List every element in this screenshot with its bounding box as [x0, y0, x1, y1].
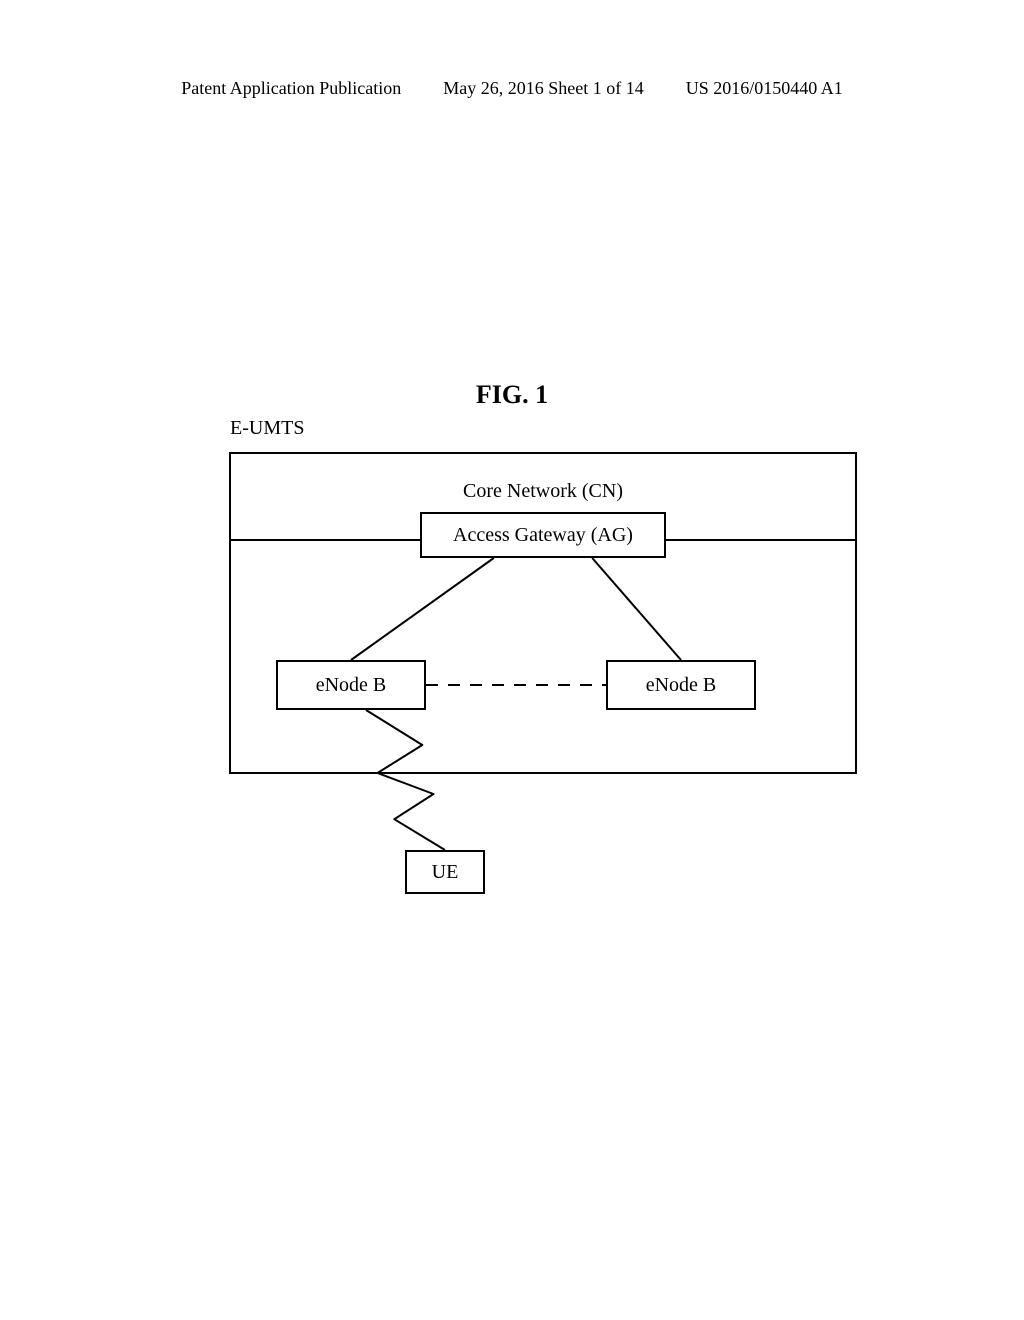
header-left: Patent Application Publication: [181, 78, 401, 99]
figure-title: FIG. 1: [0, 380, 1024, 410]
enodeb-1-label: eNode B: [316, 674, 387, 697]
page: Patent Application Publication May 26, 2…: [0, 0, 1024, 1320]
ue-label: UE: [432, 861, 459, 884]
enodeb-1-box: eNode B: [276, 660, 426, 710]
header-right: US 2016/0150440 A1: [686, 78, 843, 99]
header-row: Patent Application Publication May 26, 2…: [0, 78, 1024, 99]
diagram-lines: [150, 430, 870, 930]
page-header: Patent Application Publication May 26, 2…: [0, 78, 1024, 99]
access-gateway-box: Access Gateway (AG): [420, 512, 666, 558]
core-network-label: Core Network (CN): [463, 480, 623, 503]
header-center: May 26, 2016 Sheet 1 of 14: [443, 78, 643, 99]
enodeb-2-label: eNode B: [646, 674, 717, 697]
diagram-container: Access Gateway (AG) eNode B eNode B UE C…: [150, 430, 870, 930]
access-gateway-label: Access Gateway (AG): [453, 524, 633, 547]
enodeb-2-box: eNode B: [606, 660, 756, 710]
ue-box: UE: [405, 850, 485, 894]
